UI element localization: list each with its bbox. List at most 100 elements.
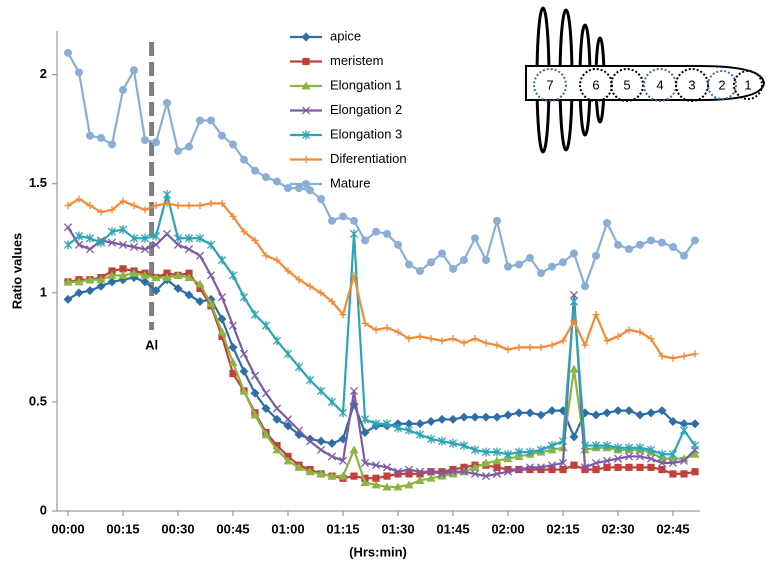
- point: [536, 463, 546, 472]
- legend-label: meristem: [330, 53, 383, 68]
- point: [174, 201, 182, 210]
- point: [558, 458, 568, 468]
- point: [301, 106, 311, 115]
- legend-label: Elongation 3: [330, 126, 402, 141]
- point: [74, 288, 84, 298]
- y-tick-label: 0: [40, 502, 47, 517]
- point: [107, 227, 117, 237]
- point: [603, 219, 611, 227]
- point: [350, 271, 358, 279]
- point: [646, 408, 656, 418]
- inset-label: 5: [623, 77, 630, 92]
- point: [383, 472, 391, 480]
- point: [493, 216, 501, 225]
- series-line: [67, 52, 696, 290]
- point: [196, 116, 204, 125]
- point: [349, 229, 359, 239]
- point: [316, 445, 326, 454]
- point: [306, 282, 314, 290]
- point: [514, 465, 524, 474]
- point: [658, 465, 666, 474]
- point: [338, 408, 348, 418]
- point: [119, 197, 127, 205]
- point: [691, 236, 699, 245]
- point: [173, 233, 183, 243]
- point: [581, 282, 589, 291]
- point: [316, 386, 326, 396]
- point: [218, 199, 226, 207]
- point: [294, 426, 304, 435]
- point: [273, 177, 281, 186]
- point: [570, 249, 578, 258]
- x-tick-label: 01:00: [271, 521, 304, 536]
- point: [503, 449, 513, 459]
- point: [305, 375, 315, 385]
- y-tick-label: 0.5: [29, 393, 47, 408]
- point: [63, 223, 73, 232]
- point: [646, 454, 656, 463]
- point: [240, 228, 248, 236]
- point: [690, 449, 700, 458]
- point: [305, 437, 315, 446]
- point: [382, 482, 392, 491]
- point: [250, 371, 260, 380]
- point: [592, 251, 600, 260]
- point: [624, 452, 634, 461]
- point: [394, 328, 402, 336]
- point: [250, 310, 260, 320]
- point: [305, 467, 315, 476]
- point: [459, 441, 469, 451]
- point: [548, 465, 556, 474]
- point: [327, 452, 337, 461]
- point: [217, 255, 227, 265]
- point: [426, 434, 436, 444]
- point: [515, 343, 523, 351]
- point: [229, 212, 237, 221]
- point: [426, 467, 436, 476]
- point: [460, 256, 468, 265]
- point: [229, 369, 237, 378]
- point: [647, 463, 655, 471]
- point: [174, 147, 182, 155]
- point: [195, 297, 205, 307]
- y-axis-label: Ratio values: [9, 233, 24, 310]
- point: [295, 276, 303, 284]
- point: [625, 326, 633, 334]
- point: [302, 57, 310, 66]
- point: [184, 273, 194, 282]
- point: [283, 421, 293, 431]
- point: [493, 463, 501, 471]
- point: [218, 131, 226, 140]
- point: [691, 350, 699, 358]
- point: [492, 456, 502, 465]
- point: [74, 277, 84, 286]
- point: [118, 270, 128, 279]
- point: [591, 458, 601, 468]
- x-tick-label: 02:15: [546, 521, 579, 536]
- point: [163, 199, 171, 207]
- inset-label: 3: [688, 77, 695, 92]
- point: [525, 408, 535, 418]
- root-diagram: [525, 6, 766, 154]
- point: [371, 461, 381, 470]
- point: [415, 467, 425, 476]
- point: [393, 482, 403, 491]
- point: [690, 441, 700, 451]
- point: [339, 311, 347, 319]
- point: [97, 133, 105, 142]
- point: [394, 240, 402, 249]
- point: [64, 201, 72, 210]
- point: [471, 234, 479, 243]
- point: [349, 445, 359, 454]
- point: [140, 233, 150, 243]
- point: [206, 240, 216, 250]
- point: [305, 434, 315, 444]
- point: [86, 131, 94, 140]
- point: [261, 321, 271, 331]
- point: [85, 286, 95, 296]
- legend-label: Diferentiation: [330, 151, 407, 166]
- point: [107, 277, 117, 287]
- point: [151, 240, 161, 249]
- point: [173, 240, 183, 249]
- point: [559, 337, 567, 345]
